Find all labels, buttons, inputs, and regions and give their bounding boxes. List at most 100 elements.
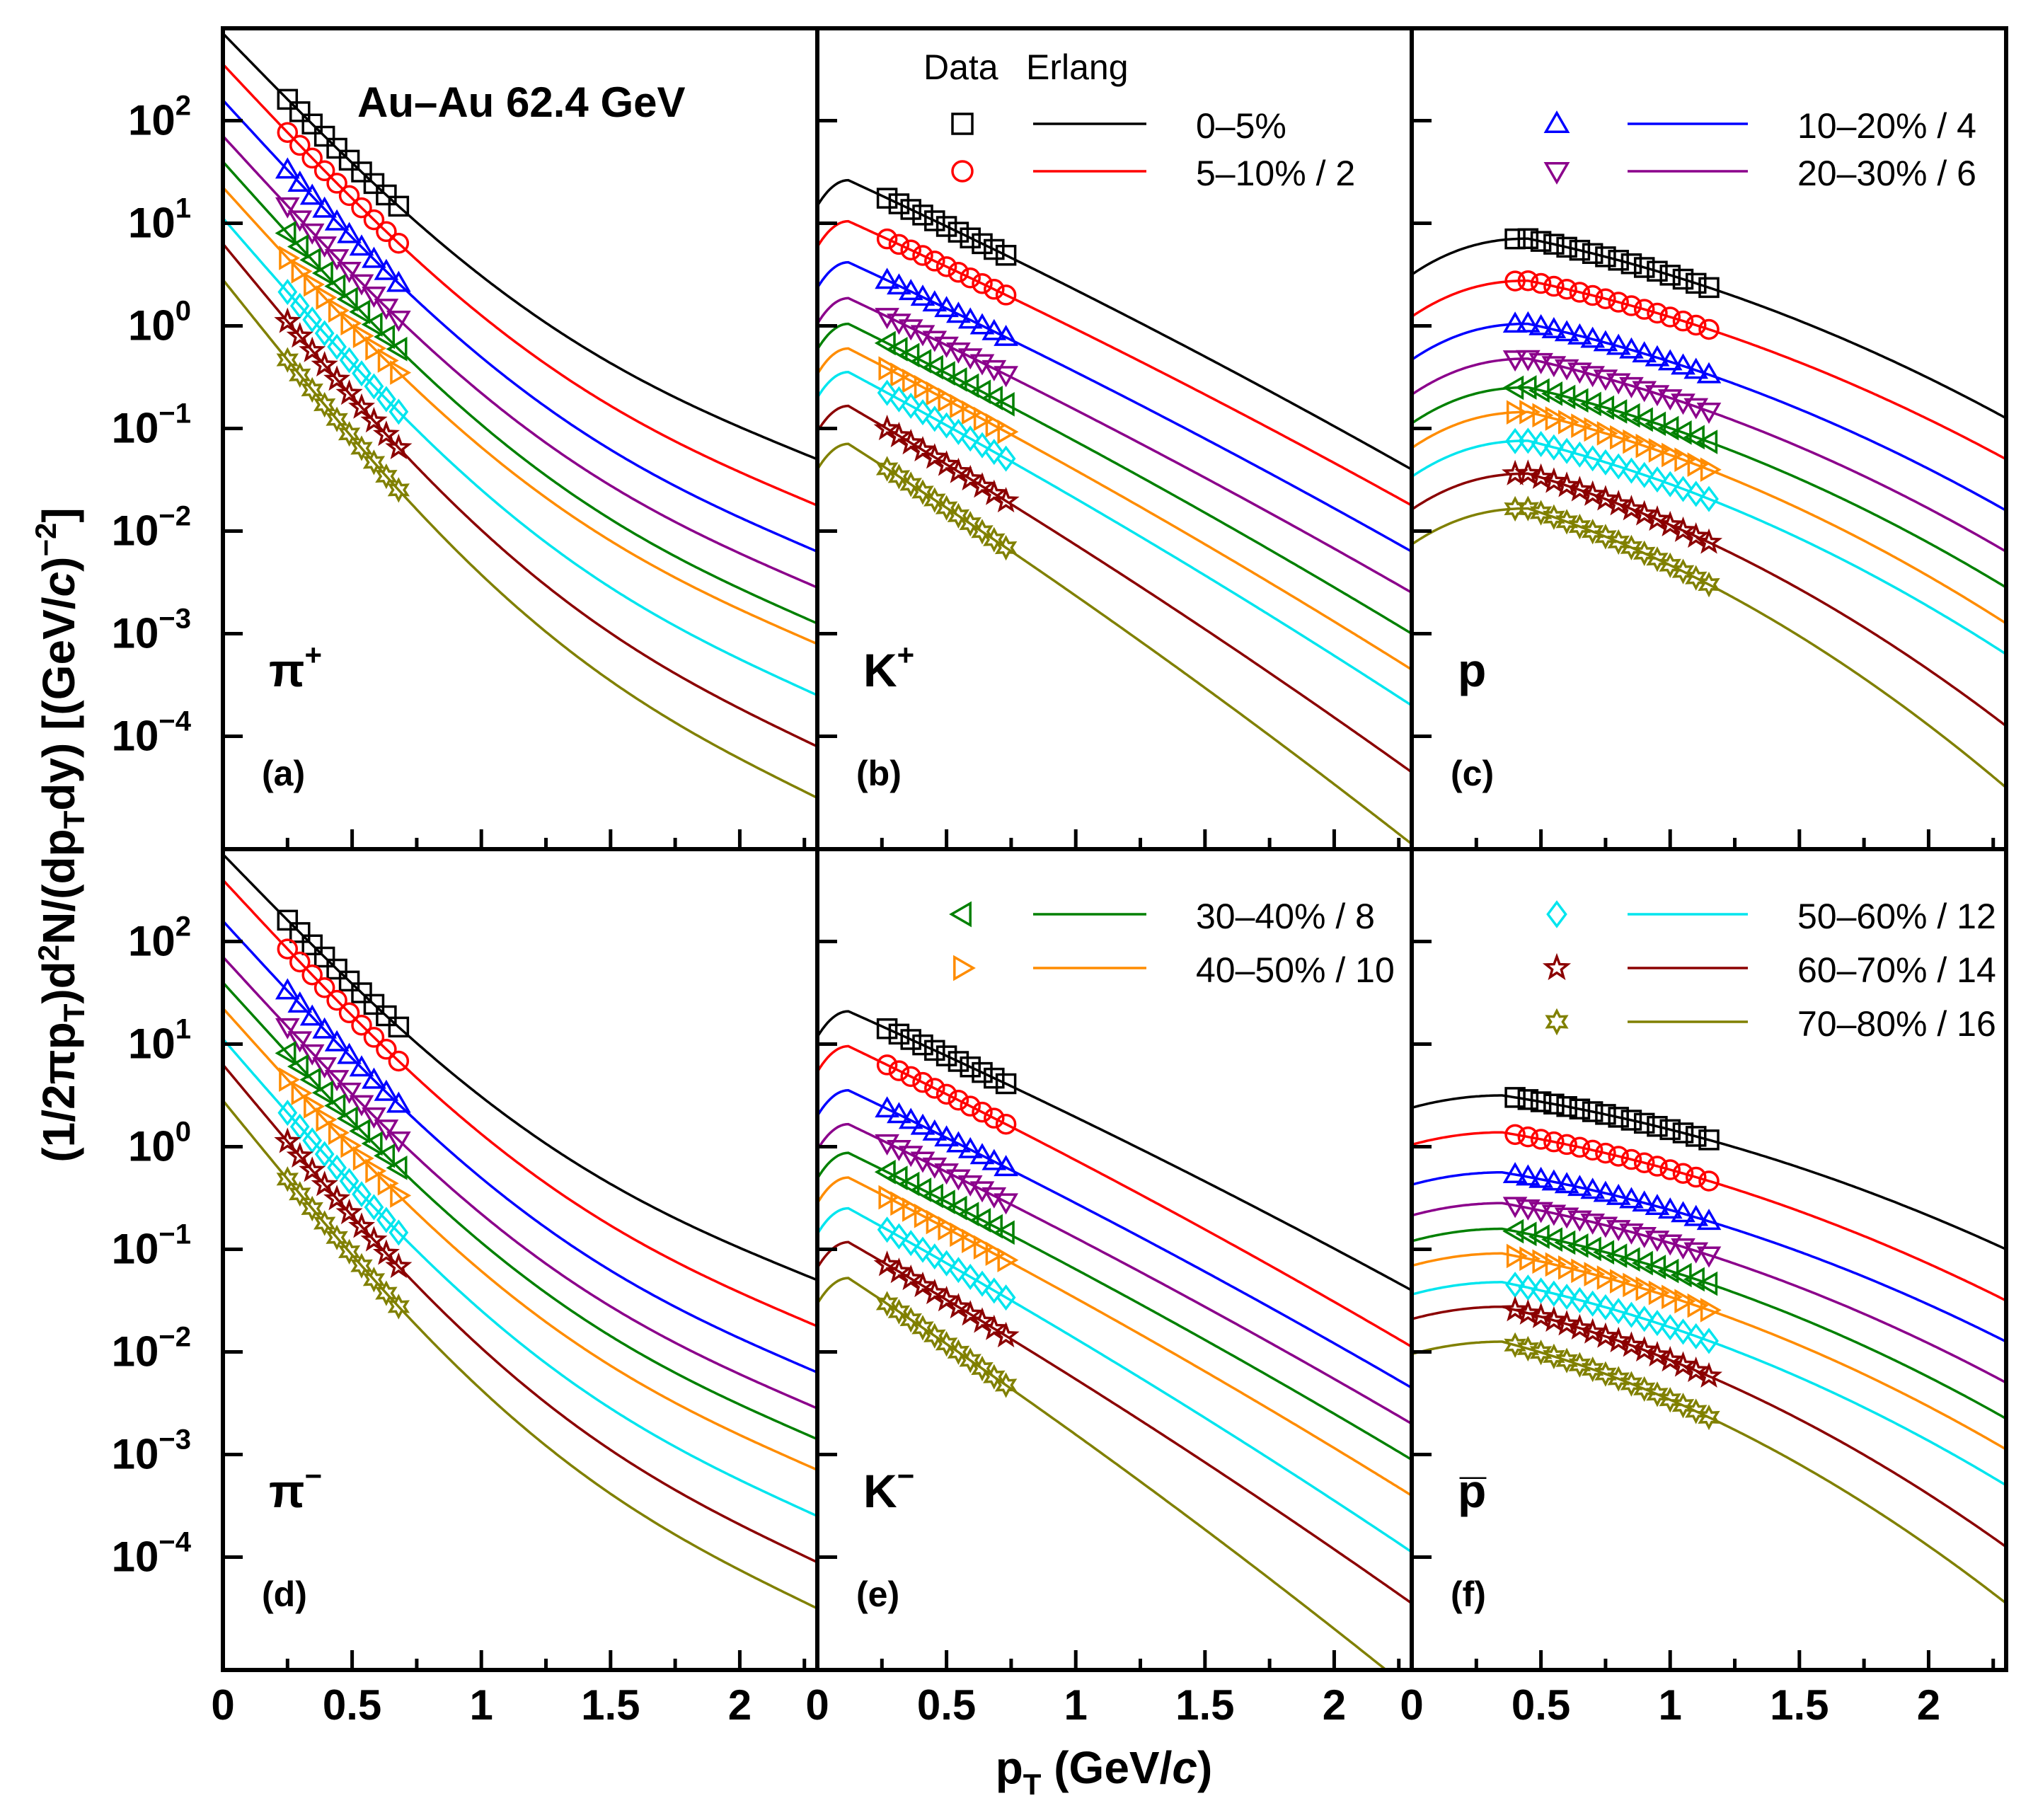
model-curve-9 <box>1412 1340 2006 1605</box>
data-point <box>338 149 360 171</box>
data-point <box>885 1257 913 1284</box>
data-point <box>301 147 323 169</box>
data-point <box>299 1004 325 1026</box>
data-point <box>374 258 399 280</box>
data-point <box>328 298 350 323</box>
data-point <box>301 113 323 135</box>
legend-label: 70–80% / 16 <box>1797 1004 1996 1044</box>
panel-b: K+ (b) <box>815 26 1414 851</box>
data-point <box>996 445 1016 472</box>
data-point <box>933 1286 960 1312</box>
data-point <box>898 1146 923 1168</box>
data-point <box>878 1185 900 1210</box>
data-point <box>889 386 909 413</box>
data-point <box>972 432 992 459</box>
data-point <box>1610 1269 1631 1294</box>
data-point <box>981 1148 1007 1170</box>
legend: Data Erlang 0–5% 5–10% / 2 10–20% / 4 20–30… <box>923 47 1996 1044</box>
data-point <box>1633 299 1655 320</box>
data-point <box>875 1096 899 1118</box>
data-point <box>388 195 410 217</box>
data-point <box>388 1219 409 1246</box>
data-point <box>340 311 362 336</box>
data-point <box>1683 1204 1709 1226</box>
data-point <box>960 227 981 248</box>
data-point <box>933 1190 955 1214</box>
data-point <box>1634 1306 1654 1332</box>
data-point <box>902 368 924 393</box>
data-point <box>301 964 323 986</box>
data-point <box>363 173 385 195</box>
data-point <box>277 938 299 960</box>
data-point <box>374 324 396 350</box>
data-point <box>352 1146 374 1171</box>
data-point <box>1621 457 1642 484</box>
data-point <box>897 429 925 455</box>
data-point <box>1657 1258 1679 1284</box>
data-point <box>1682 522 1710 548</box>
data-point <box>909 436 936 462</box>
data-point <box>301 1195 323 1222</box>
data-point <box>1502 1162 1528 1184</box>
data-point <box>275 1041 296 1066</box>
data-point <box>1568 1352 1591 1378</box>
data-point <box>875 1291 899 1317</box>
data-point <box>1659 1159 1681 1180</box>
data-point <box>1607 1366 1630 1392</box>
data-point <box>1502 311 1528 333</box>
data-point <box>980 1314 1008 1340</box>
data-point <box>311 351 338 377</box>
data-point <box>1516 1335 1540 1362</box>
data-point <box>1593 1180 1618 1202</box>
data-point <box>1647 1156 1668 1177</box>
panel-frame <box>221 26 819 851</box>
data-point <box>898 319 923 341</box>
data-point <box>1595 288 1616 309</box>
x-tick-label: 1 <box>470 1681 493 1729</box>
data-point <box>324 209 350 231</box>
data-point <box>336 1106 358 1131</box>
data-point <box>1595 246 1616 267</box>
data-point <box>1530 272 1552 294</box>
model-curve-3 <box>817 260 1412 553</box>
data-point <box>339 1168 359 1194</box>
data-point <box>947 502 970 529</box>
plot-area <box>817 1010 1412 1670</box>
data-point <box>299 1156 326 1182</box>
data-point <box>311 1170 338 1197</box>
panel-a: π+ (a) <box>221 26 819 851</box>
panel-frame <box>221 847 819 1672</box>
data-point <box>1683 1267 1705 1292</box>
data-point <box>948 1257 969 1284</box>
model-curve-9 <box>223 279 817 800</box>
data-point <box>1648 438 1670 463</box>
panel-f: p̅ (f) <box>1410 847 2008 1672</box>
data-point <box>1527 463 1555 489</box>
data-point <box>1567 1175 1592 1197</box>
data-point <box>1606 333 1631 355</box>
data-point <box>1618 495 1645 521</box>
data-point <box>365 335 387 361</box>
data-point <box>312 1017 337 1039</box>
data-point <box>291 259 313 284</box>
data-point <box>900 239 921 260</box>
data-point <box>873 1250 901 1277</box>
data-point <box>1605 490 1633 516</box>
data-point <box>376 184 397 206</box>
data-point <box>316 285 338 310</box>
data-point <box>1531 430 1551 457</box>
data-point <box>948 1089 969 1111</box>
data-point <box>1595 1142 1616 1164</box>
data-point <box>1540 467 1567 493</box>
data-point <box>1696 1246 1722 1268</box>
data-point <box>385 1252 413 1279</box>
data-point <box>289 292 310 319</box>
data-point <box>287 1054 309 1079</box>
data-point <box>910 284 935 306</box>
legend-marker <box>1545 1008 1569 1036</box>
data-point <box>1596 1294 1616 1320</box>
data-point <box>1570 1286 1590 1313</box>
data-point <box>898 1107 923 1129</box>
data-point <box>992 487 1020 513</box>
x-tick-label: 2 <box>1323 1681 1346 1729</box>
